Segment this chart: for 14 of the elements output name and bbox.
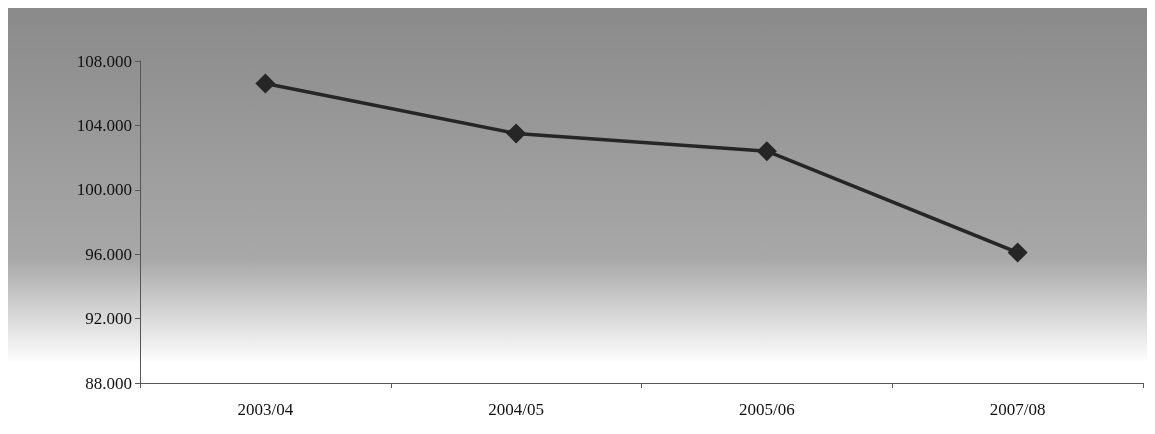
y-tick-label: 100.000: [76, 180, 132, 200]
y-tick-label: 108.000: [76, 51, 132, 71]
y-tick-label: 104.000: [76, 115, 132, 135]
x-tick-label: 2003/04: [237, 400, 294, 419]
x-tick-label: 2005/06: [739, 400, 795, 419]
point: [506, 123, 527, 144]
point: [255, 73, 276, 94]
y-tick-label: 88.000: [85, 373, 132, 393]
point: [756, 141, 777, 162]
y-tick-label: 92.000: [85, 309, 132, 329]
x-tick-label: 2007/08: [989, 400, 1046, 419]
point: [1007, 242, 1028, 263]
x-tick-label: 2004/05: [488, 400, 544, 419]
y-tick-label: 96.000: [85, 244, 132, 264]
